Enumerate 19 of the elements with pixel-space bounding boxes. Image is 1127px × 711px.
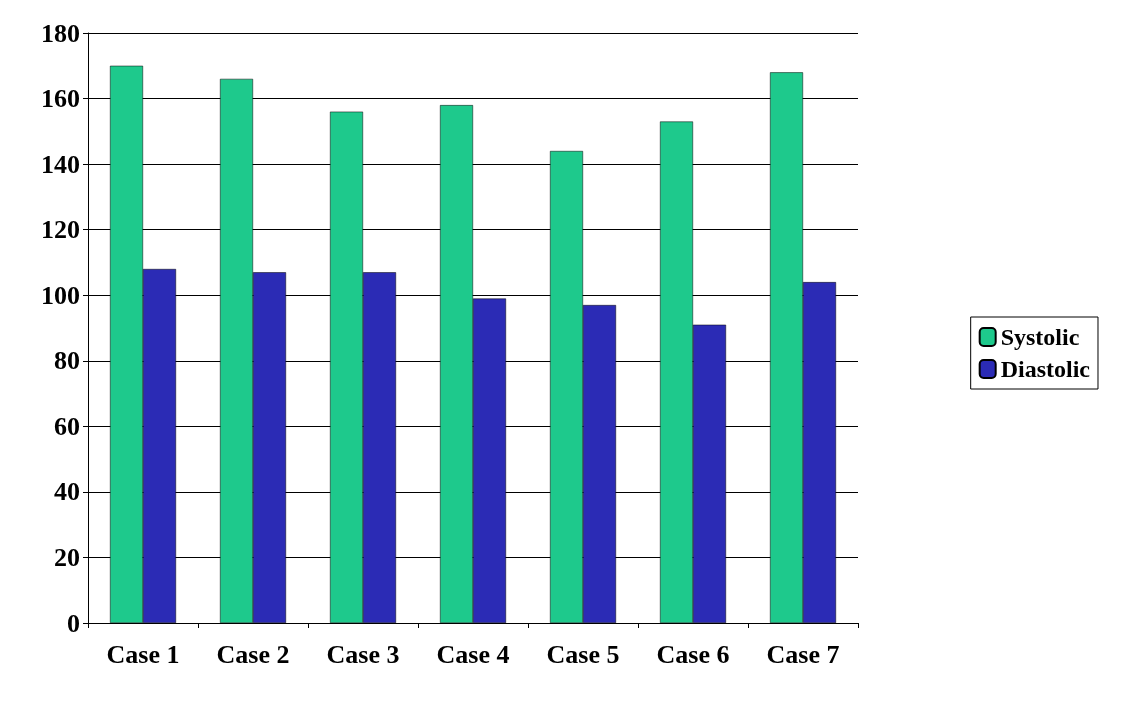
y-tick-label: 120 xyxy=(41,215,80,245)
y-tick-label: 180 xyxy=(41,18,80,48)
x-tick-label: Case 3 xyxy=(326,639,400,669)
x-tick-label: Case 6 xyxy=(656,639,730,669)
y-tick-label: 0 xyxy=(67,608,80,638)
x-tick-label: Case 4 xyxy=(436,639,510,669)
legend-label: Diastolic xyxy=(1000,356,1091,382)
y-tick-label: 20 xyxy=(54,542,80,572)
x-tick-label: Case 1 xyxy=(106,639,180,669)
x-tick-label: Case 7 xyxy=(766,639,840,669)
x-tick-label: Case 5 xyxy=(546,639,620,669)
y-tick-label: 80 xyxy=(54,346,80,376)
y-tick-label: 140 xyxy=(41,149,80,179)
y-tick-label: 100 xyxy=(41,280,80,310)
y-tick-label: 160 xyxy=(41,84,80,114)
legend-label: Systolic xyxy=(1000,324,1080,350)
y-tick-label: 40 xyxy=(54,477,80,507)
y-tick-label: 60 xyxy=(54,411,80,441)
x-tick-label: Case 2 xyxy=(216,639,290,669)
